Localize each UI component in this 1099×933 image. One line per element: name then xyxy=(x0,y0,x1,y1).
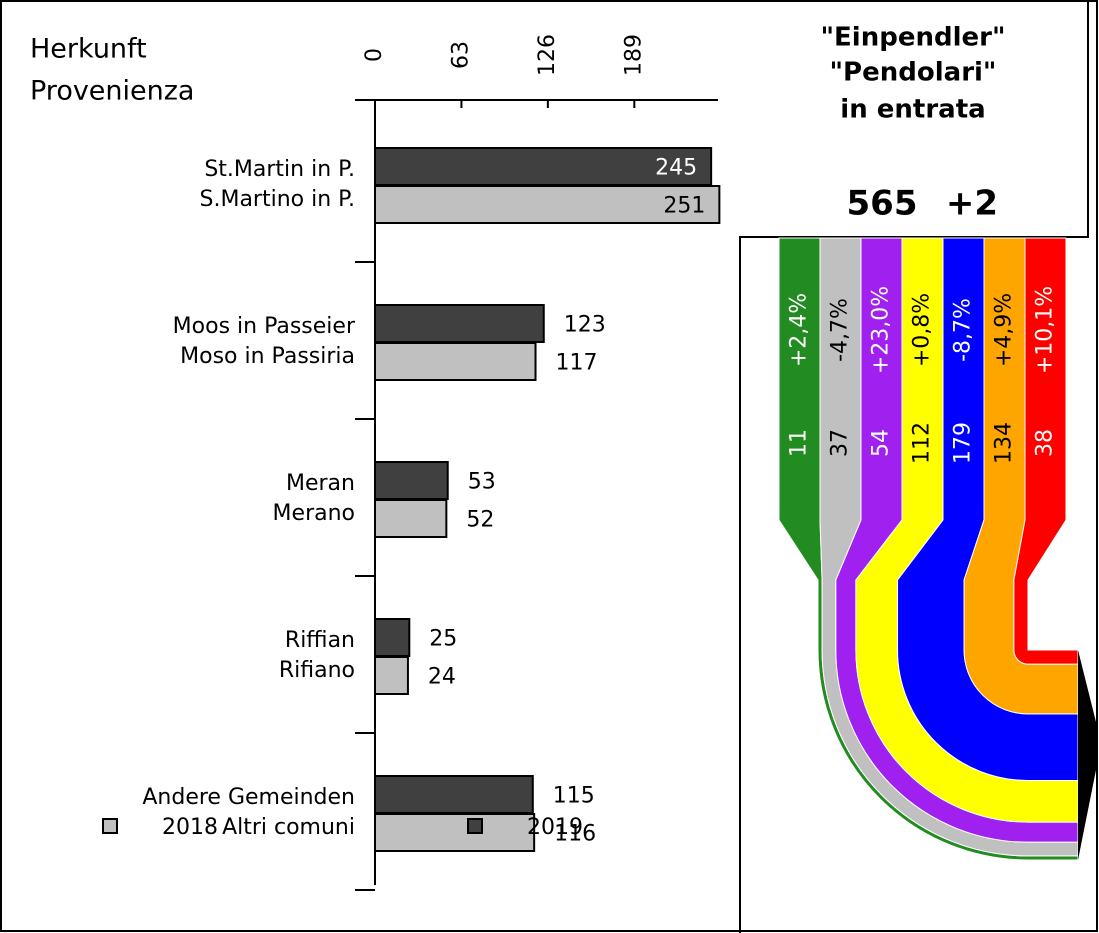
category-label: S.Martino in P. xyxy=(200,187,355,212)
flow-change: +0,8% xyxy=(910,293,935,367)
total: 565 xyxy=(847,184,918,224)
value-label: 245 xyxy=(655,156,697,181)
bar xyxy=(374,461,449,500)
flow-title: "Einpendler" xyxy=(820,23,1005,53)
category-label: Altri comuni xyxy=(222,815,355,840)
bar xyxy=(374,342,537,381)
flow-count: 38 xyxy=(1033,429,1058,457)
x-tick-label: 0 xyxy=(362,48,387,62)
category-label: Riffian xyxy=(285,628,355,653)
flow-count: 37 xyxy=(828,429,853,457)
flow-count: 112 xyxy=(910,422,935,464)
panel-border xyxy=(739,0,1089,933)
value-label: 116 xyxy=(554,822,596,847)
x-tick-label: 189 xyxy=(621,34,646,76)
value-label: 24 xyxy=(428,665,456,690)
bar xyxy=(374,618,411,657)
flow-change: +4,9% xyxy=(992,293,1017,367)
flow-count: 179 xyxy=(951,422,976,464)
category-label: Andere Gemeinden xyxy=(142,785,355,810)
bar xyxy=(374,499,448,538)
category-label: Rifiano xyxy=(279,658,355,683)
value-label: 115 xyxy=(553,784,595,809)
category-label: Merano xyxy=(273,501,355,526)
value-label: 53 xyxy=(468,470,496,495)
legend-label: 2019 xyxy=(527,815,583,840)
legend-swatch xyxy=(467,818,483,834)
bar xyxy=(374,813,536,852)
flow-count: 11 xyxy=(787,429,812,457)
legend-swatch xyxy=(102,818,118,834)
legend-label: 2018 xyxy=(162,815,218,840)
value-label: 117 xyxy=(556,351,598,376)
flow-change: +10,1% xyxy=(1033,286,1058,374)
category-label: Moso in Passiria xyxy=(180,344,355,369)
flow-change: +23,0% xyxy=(869,286,894,374)
value-label: 251 xyxy=(663,194,705,219)
flow-change: +2,4% xyxy=(787,293,812,367)
category-label: Meran xyxy=(286,471,355,496)
flow-arrow xyxy=(1078,650,1098,860)
flow-title: in entrata xyxy=(840,95,985,125)
x-tick-label: 63 xyxy=(448,41,473,69)
x-tick-label: 126 xyxy=(535,34,560,76)
value-label: 25 xyxy=(429,627,457,652)
value-label: 123 xyxy=(564,313,606,338)
flow-change: -8,7% xyxy=(951,298,976,362)
flow-stream xyxy=(1013,237,1079,665)
total-change: +2 xyxy=(946,184,998,224)
value-label: 52 xyxy=(466,508,494,533)
axis-label: Herkunft xyxy=(30,34,147,65)
flow-change: -4,7% xyxy=(828,298,853,362)
category-label: Moos in Passeier xyxy=(173,314,356,339)
bar xyxy=(374,656,409,695)
flow-count: 134 xyxy=(992,422,1017,464)
bar xyxy=(374,304,545,343)
flow-count: 54 xyxy=(869,429,894,457)
bar xyxy=(374,775,534,814)
axis-label: Provenienza xyxy=(30,76,194,107)
flow-title: "Pendolari" xyxy=(830,58,997,88)
category-label: St.Martin in P. xyxy=(204,157,355,182)
bar xyxy=(374,185,721,224)
